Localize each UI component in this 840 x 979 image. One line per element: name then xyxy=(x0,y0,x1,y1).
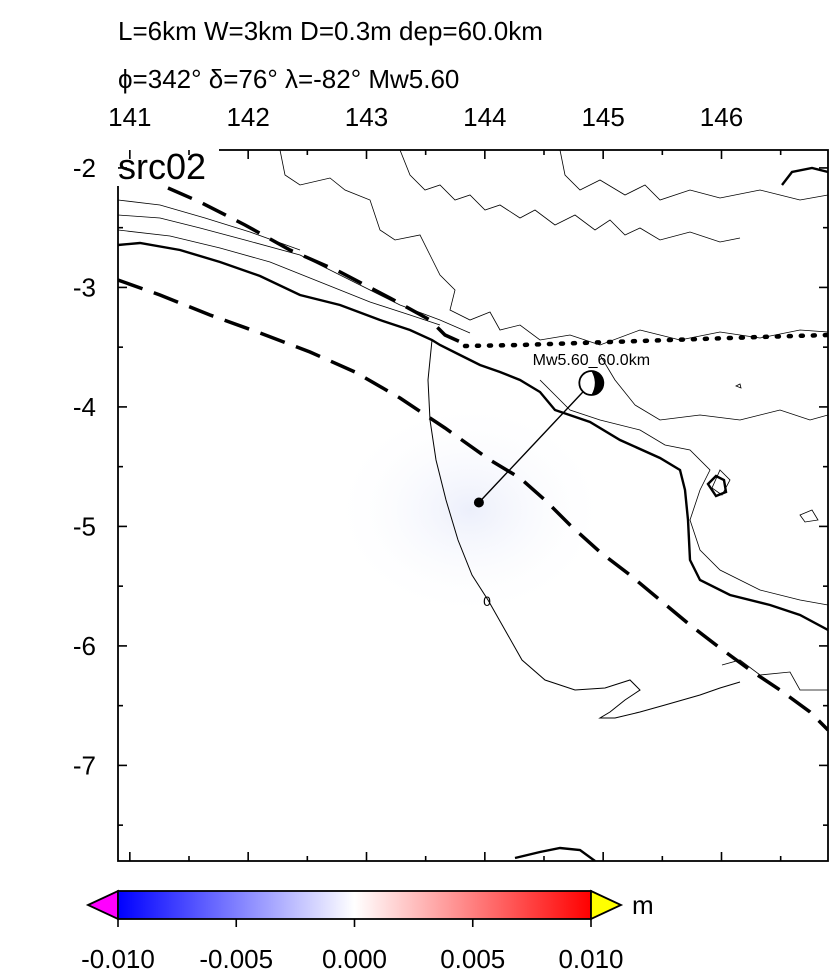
y-tick-label: -3 xyxy=(73,272,96,302)
y-tick-label: -7 xyxy=(73,750,96,780)
y-tick-label: -5 xyxy=(73,511,96,541)
colorbar-unit: m xyxy=(632,890,654,920)
trench-line-upper xyxy=(167,186,466,346)
colorbar-tick-label: -0.010 xyxy=(81,944,155,974)
map-title-line2: ϕ=342° δ=76° λ=-82° Mw5.60 xyxy=(118,64,460,94)
x-tick-label: 146 xyxy=(700,102,743,132)
coastline xyxy=(118,166,828,861)
epicenter-marker xyxy=(473,497,484,508)
colorbar: m -0.010 -0.005 0.000 0.005 0.010 xyxy=(81,889,654,974)
x-tick-label: 142 xyxy=(226,102,269,132)
beachball-marker xyxy=(578,370,605,396)
colorbar-below-triangle xyxy=(85,889,119,921)
x-tick-label: 143 xyxy=(345,102,388,132)
map-title-line1: L=6km W=3km D=0.3m dep=60.0km xyxy=(118,16,543,46)
x-tick-label: 144 xyxy=(463,102,506,132)
y-axis-ticks: -2 -3 -4 -5 -6 -7 xyxy=(73,153,828,826)
contour-label: 0 xyxy=(483,593,491,609)
trench-line-lower xyxy=(118,278,828,732)
panel-label: src02 xyxy=(118,146,206,187)
y-tick-label: -6 xyxy=(73,631,96,661)
event-label: Mw5.60_60.0km xyxy=(533,352,650,369)
zero-contour xyxy=(427,339,741,719)
displacement-field xyxy=(330,400,610,620)
y-tick-label: -4 xyxy=(73,392,96,422)
event-connector-line xyxy=(478,382,592,503)
panel-label-background xyxy=(115,148,219,186)
y-tick-label: -2 xyxy=(73,153,96,183)
x-axis-ticks: 141 142 143 144 145 146 xyxy=(108,102,782,861)
colorbar-tick-label: 0.005 xyxy=(440,944,505,974)
colorbar-ticks: -0.010 -0.005 0.000 0.005 0.010 xyxy=(81,919,624,974)
x-tick-label: 141 xyxy=(108,102,151,132)
colorbar-gradient xyxy=(117,890,592,920)
colorbar-tick-label: 0.000 xyxy=(322,944,387,974)
x-tick-label: 145 xyxy=(581,102,624,132)
colorbar-tick-label: 0.010 xyxy=(558,944,623,974)
colorbar-tick-label: -0.005 xyxy=(199,944,273,974)
map-frame xyxy=(117,149,829,862)
colorbar-above-triangle xyxy=(590,889,624,921)
map-content: Mw5.60_60.0km 0 xyxy=(118,150,828,861)
